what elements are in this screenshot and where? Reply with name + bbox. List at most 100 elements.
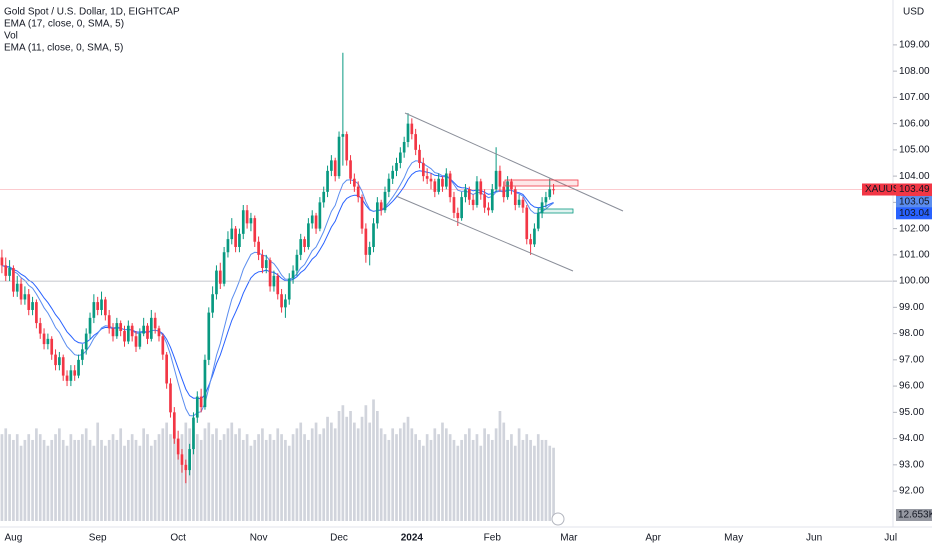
candle-body (425, 176, 429, 179)
candle-body (360, 197, 364, 229)
candle-body (19, 283, 23, 300)
volume-bar (100, 439, 103, 521)
candle-body (146, 325, 149, 339)
candle-body (395, 162, 398, 171)
ema-label: 103.04 (899, 208, 930, 219)
candle-body (0, 257, 4, 266)
candle-body (153, 317, 157, 329)
volume-bar (0, 434, 4, 521)
volume-bar (115, 439, 119, 521)
x-tick-label: Feb (484, 533, 502, 544)
volume-bar (368, 422, 372, 521)
volume-bar (533, 445, 536, 521)
candle-body (483, 194, 486, 208)
volume-bar (479, 445, 483, 521)
channel-upper (404, 112, 624, 212)
volume-bar (172, 428, 176, 521)
volume-bar (218, 439, 222, 521)
y-tick-label: 98.00 (899, 328, 924, 339)
volume-bar (326, 416, 329, 521)
y-tick-label: 99.00 (899, 302, 924, 313)
candle-body (84, 333, 88, 350)
volume-bar (58, 428, 61, 521)
candle-body (437, 178, 440, 192)
candle-body (38, 323, 42, 334)
ema-tag (896, 196, 932, 209)
volume-bar (81, 434, 84, 521)
candle-body (452, 197, 456, 213)
candle-body (15, 283, 19, 292)
candle-body (23, 294, 27, 300)
volume-bar (19, 445, 23, 521)
candle-body (130, 325, 134, 337)
candle-body (372, 223, 375, 247)
candle-body (230, 228, 234, 240)
volume-bar (142, 428, 146, 521)
volume-bar (307, 439, 310, 521)
y-tick-label: 97.00 (899, 354, 924, 365)
candle-body (506, 181, 509, 198)
candle-body (280, 294, 283, 308)
volume-bar (130, 434, 134, 521)
candle-body (487, 207, 490, 211)
volume-bar (540, 439, 544, 521)
volume-bar (490, 439, 494, 521)
candle-body (264, 260, 268, 268)
candle-body (429, 178, 433, 182)
candle-body (142, 325, 146, 334)
candle-body (406, 123, 410, 142)
volume-bar (383, 434, 387, 521)
volume-bar (536, 434, 540, 521)
candle-body (303, 239, 306, 247)
y-tick-label: 94.00 (899, 433, 924, 444)
volume-bar (157, 434, 161, 521)
volume-bar (61, 439, 65, 521)
volume-bar (548, 445, 552, 521)
volume-bar (379, 428, 383, 521)
candle-body (414, 134, 418, 150)
event-icon[interactable] (551, 512, 565, 526)
volume-bar (414, 434, 418, 521)
candle-body (318, 202, 322, 229)
volume-bar (299, 422, 303, 521)
candle-body (391, 170, 395, 179)
volume-bar (203, 428, 207, 521)
volume-bar (521, 439, 525, 521)
candle-body (552, 189, 555, 191)
candle-body (444, 173, 448, 187)
volume-bar (295, 428, 299, 521)
candle-body (521, 199, 525, 208)
volume-bar (441, 422, 444, 521)
candle-body (291, 270, 295, 279)
volume-bar (475, 434, 479, 521)
volume-label: 12.653K (898, 510, 932, 521)
x-tick-label: Mar (560, 533, 578, 544)
candle-body (161, 336, 165, 355)
volume-bar (444, 428, 448, 521)
volume-pane (0, 399, 555, 521)
candle-body (65, 375, 69, 381)
candle-body (467, 189, 471, 200)
volume-bar (92, 445, 96, 521)
volume-bar (318, 434, 322, 521)
volume-bar (387, 439, 391, 521)
volume-bar (341, 405, 345, 521)
candle-body (123, 330, 126, 342)
candle-body (353, 178, 356, 187)
volume-bar (284, 439, 287, 521)
x-tick-label: Jul (884, 533, 897, 544)
y-tick-label: 95.00 (899, 407, 924, 418)
volume-bar (402, 422, 406, 521)
candle-body (27, 294, 31, 310)
volume-bar (88, 439, 92, 521)
volume-bar (176, 439, 180, 521)
volume-bar (134, 439, 138, 521)
candle-body (356, 186, 360, 198)
volume-bar (425, 434, 429, 521)
volume-bar (153, 439, 157, 521)
volume-bar (149, 445, 153, 521)
volume-bar (487, 434, 490, 521)
volume-bar (437, 434, 440, 521)
volume-bar (429, 439, 433, 521)
candle-body (341, 134, 345, 137)
